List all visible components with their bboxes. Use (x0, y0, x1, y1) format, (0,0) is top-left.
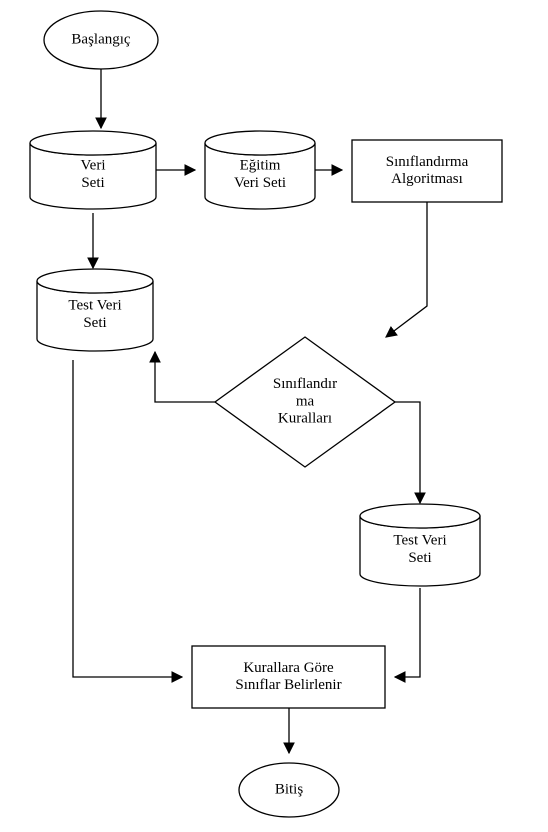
test2-label: Seti (408, 550, 431, 566)
edge-test2-rules (395, 588, 420, 677)
edge-test1-rules (73, 360, 182, 677)
node-end: Bitiş (239, 763, 339, 817)
node-test2: Test VeriSeti (360, 504, 480, 586)
decision-label: Kuralları (278, 411, 332, 427)
node-test1: Test VeriSeti (37, 269, 153, 351)
node-start: Başlangıç (44, 11, 158, 69)
end-label: Bitiş (275, 781, 304, 797)
egitim-label: Veri Seti (234, 175, 286, 191)
rules-label: Kurallara Göre (243, 660, 334, 676)
node-veri: VeriSeti (30, 131, 156, 209)
rules-label: Sınıflar Belirlenir (235, 677, 341, 693)
test1-label: Seti (83, 315, 106, 331)
nodes: BaşlangıçVeriSetiEğitimVeri SetiSınıflan… (30, 11, 502, 817)
veri-label: Veri (81, 158, 106, 174)
algo-label: Algoritması (391, 171, 463, 187)
edge-decision-test2 (395, 402, 420, 503)
start-label: Başlangıç (71, 31, 130, 47)
algo-label: Sınıflandırma (386, 154, 469, 170)
decision-label: ma (296, 393, 315, 409)
veri-label: Seti (81, 175, 104, 191)
egitim-label: Eğitim (240, 158, 281, 174)
node-egitim: EğitimVeri Seti (205, 131, 315, 209)
node-rules: Kurallara GöreSınıflar Belirlenir (192, 646, 385, 708)
test1-label: Test Veri (68, 298, 121, 314)
edge-algo-decision (386, 202, 427, 337)
node-decision: Sınıflandırma Kuralları (215, 337, 395, 467)
test2-label: Test Veri (393, 533, 446, 549)
edge-decision-test1 (155, 352, 215, 402)
node-algo: SınıflandırmaAlgoritması (352, 140, 502, 202)
decision-label: Sınıflandır (273, 376, 337, 392)
